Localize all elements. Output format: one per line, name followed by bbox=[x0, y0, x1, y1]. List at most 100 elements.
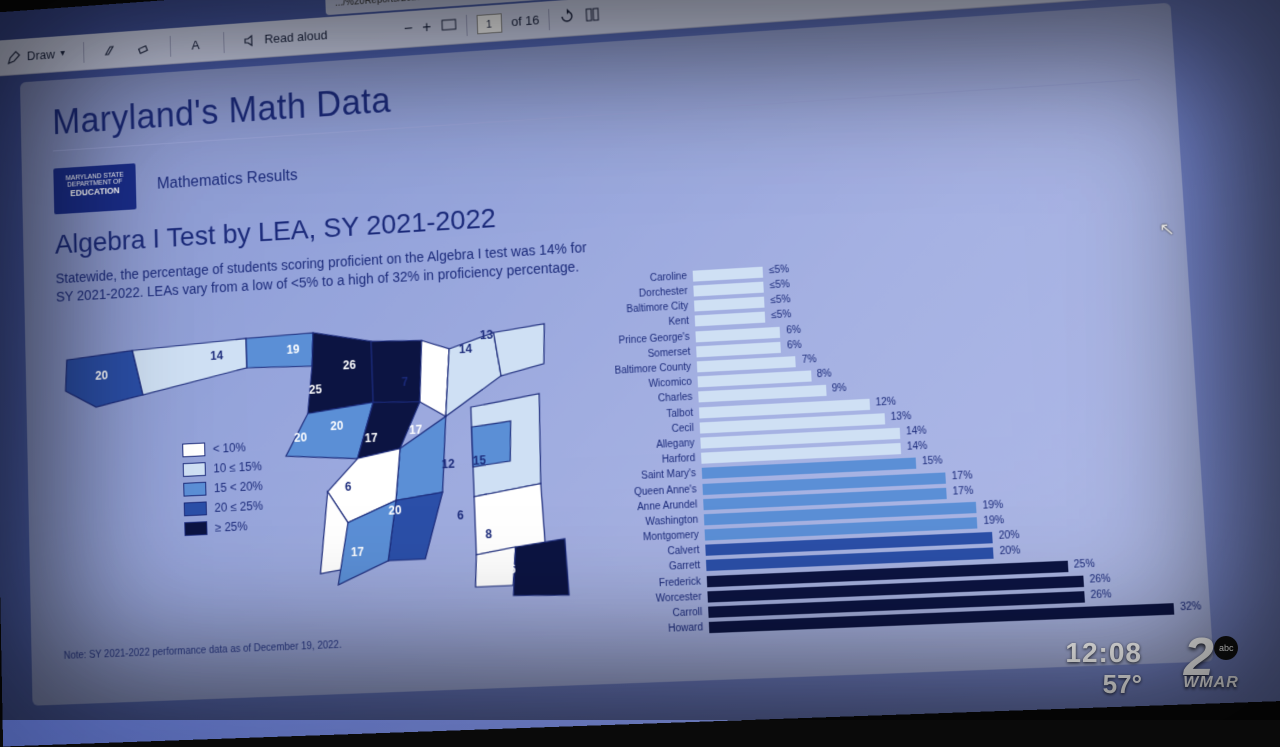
zoom-out-icon[interactable]: − bbox=[403, 20, 413, 38]
station-bug: 2 abc WMAR bbox=[1156, 636, 1266, 708]
map-value-label: 6 bbox=[457, 509, 465, 523]
bar-value: 17% bbox=[952, 485, 973, 497]
map-value-label: 20 bbox=[388, 504, 401, 518]
footnote: Note: SY 2021-2022 performance data as o… bbox=[64, 630, 589, 662]
bar-label: Wicomico bbox=[606, 377, 698, 393]
bar-fill bbox=[697, 356, 796, 372]
bar-label: Washington bbox=[612, 514, 705, 529]
bar-value: 19% bbox=[982, 499, 1003, 511]
map-value-label: 26 bbox=[502, 563, 516, 577]
bar-label: Kent bbox=[603, 316, 695, 332]
legend-row: 15 < 20% bbox=[183, 479, 263, 497]
bar-label: Worcester bbox=[615, 591, 708, 606]
bar-fill bbox=[695, 312, 766, 327]
abc-network-icon: abc bbox=[1214, 636, 1238, 660]
map-value-label: 25 bbox=[309, 383, 323, 397]
bar-chart: Caroline≤5%Dorchester≤5%Baltimore City≤5… bbox=[601, 243, 1174, 640]
maryland-map: 201419262514137202017176201712156826 bbox=[56, 282, 587, 624]
results-label: Mathematics Results bbox=[157, 167, 298, 193]
bar-value: ≤5% bbox=[771, 310, 792, 322]
read-aloud-label: Read aloud bbox=[264, 28, 327, 47]
bar-label: Charles bbox=[607, 392, 699, 408]
legend-row: ≥ 25% bbox=[184, 518, 264, 536]
bar-value: 20% bbox=[999, 530, 1020, 542]
map-value-label: 17 bbox=[351, 545, 364, 559]
legend-swatch bbox=[183, 482, 206, 497]
legend-label: ≥ 25% bbox=[215, 519, 248, 534]
map-value-label: 17 bbox=[364, 431, 377, 445]
bar-fill bbox=[693, 267, 764, 282]
map-value-label: 20 bbox=[330, 419, 343, 433]
bar-label: Harford bbox=[609, 453, 701, 469]
toolbar-separator bbox=[465, 14, 467, 35]
page-view-icon[interactable] bbox=[585, 6, 601, 26]
pencil-icon bbox=[6, 49, 21, 65]
broadcast-temp: 57° bbox=[1065, 669, 1142, 700]
bar-label: Allegany bbox=[609, 438, 701, 454]
bar-value: 8% bbox=[817, 369, 832, 381]
map-value-label: 17 bbox=[409, 423, 422, 437]
bar-label: Cecil bbox=[608, 422, 700, 438]
bar-value: 14% bbox=[906, 425, 927, 437]
read-aloud-tool[interactable]: Read aloud bbox=[243, 27, 327, 48]
draw-tool[interactable]: Draw ▾ bbox=[6, 46, 65, 65]
map-value-label: 7 bbox=[401, 375, 408, 389]
legend-row: 20 ≤ 25% bbox=[184, 499, 264, 517]
page-navigator: − + 1 of 16 bbox=[403, 5, 601, 40]
bar-value: 9% bbox=[832, 383, 847, 395]
bar-fill bbox=[693, 282, 764, 297]
map-value-label: 12 bbox=[441, 457, 455, 471]
map-value-label: 13 bbox=[480, 328, 494, 342]
speaker-icon bbox=[243, 32, 259, 48]
broadcast-time: 12:08 bbox=[1065, 637, 1142, 669]
bar-value: 17% bbox=[951, 470, 972, 482]
bar-value: 19% bbox=[983, 515, 1004, 527]
legend-swatch bbox=[184, 521, 207, 536]
bar-value: 15% bbox=[922, 456, 943, 468]
map-container: 201419262514137202017176201712156826 < 1… bbox=[56, 282, 589, 662]
toolbar-separator bbox=[223, 32, 225, 53]
map-value-label: 8 bbox=[485, 527, 493, 541]
bar-label: Saint Mary's bbox=[610, 468, 702, 483]
bar-value: ≤5% bbox=[769, 264, 790, 276]
bar-label: Talbot bbox=[607, 407, 699, 423]
map-value-label: 20 bbox=[294, 431, 307, 445]
legend-swatch bbox=[184, 501, 207, 516]
draw-label: Draw bbox=[27, 47, 55, 63]
bar-value: ≤5% bbox=[770, 279, 791, 291]
page-number-input[interactable]: 1 bbox=[476, 13, 502, 34]
rotate-icon[interactable] bbox=[559, 8, 575, 27]
text-icon[interactable]: A bbox=[190, 36, 205, 52]
legend-swatch bbox=[183, 462, 206, 477]
bar-label: Baltimore City bbox=[603, 301, 695, 317]
bar-value: ≤5% bbox=[770, 294, 791, 306]
bar-label: Anne Arundel bbox=[611, 499, 704, 514]
bar-value: 26% bbox=[1089, 573, 1111, 585]
fit-width-icon[interactable] bbox=[441, 18, 457, 34]
bar-label: Calvert bbox=[613, 545, 706, 560]
legend-label: 20 ≤ 25% bbox=[214, 499, 263, 515]
eraser-icon[interactable] bbox=[136, 40, 151, 56]
bar-label: Montgomery bbox=[612, 530, 705, 545]
broadcast-clock: 12:08 57° bbox=[1065, 637, 1142, 700]
chevron-down-icon: ▾ bbox=[60, 48, 65, 59]
bar-value: 6% bbox=[787, 340, 802, 352]
bar-fill bbox=[694, 297, 765, 312]
legend-label: 15 < 20% bbox=[214, 479, 263, 495]
bar-fill bbox=[695, 326, 780, 342]
bar-label: Prince George's bbox=[604, 331, 696, 347]
bar-label: Dorchester bbox=[602, 286, 694, 302]
toolbar-separator bbox=[83, 42, 84, 63]
zoom-in-icon[interactable]: + bbox=[422, 19, 432, 37]
bar-value: 13% bbox=[890, 411, 911, 423]
bar-value: 6% bbox=[786, 324, 801, 336]
highlighter-icon[interactable] bbox=[103, 42, 118, 58]
map-value-label: 15 bbox=[473, 454, 487, 468]
legend-label: 10 ≤ 15% bbox=[213, 459, 262, 475]
pdf-page: Maryland's Math Data MARYLAND STATE DEPA… bbox=[20, 3, 1213, 706]
legend-swatch bbox=[182, 442, 205, 457]
bar-label: Baltimore County bbox=[605, 361, 697, 377]
legend-label: < 10% bbox=[213, 440, 246, 455]
map-value-label: 19 bbox=[286, 343, 300, 357]
bar-value: 7% bbox=[802, 354, 817, 366]
